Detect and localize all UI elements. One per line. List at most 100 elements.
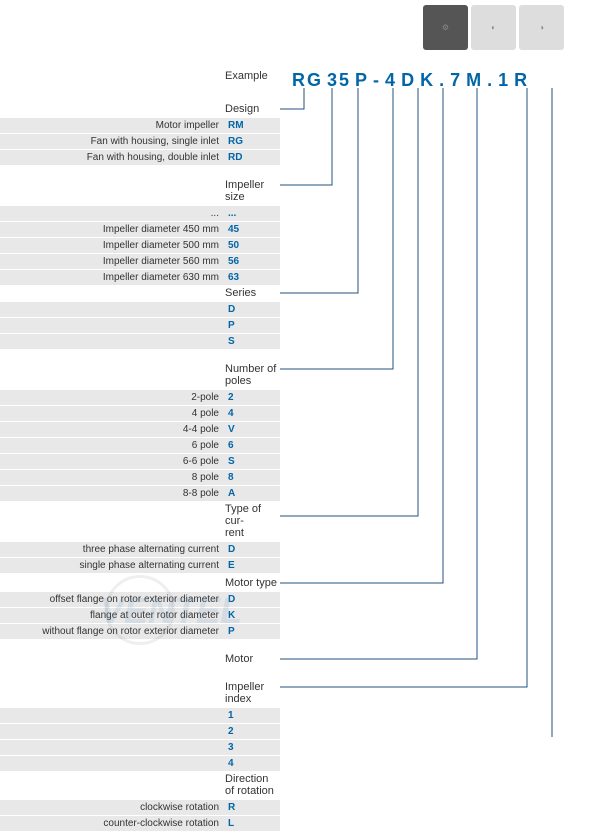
row-label: offset flange on rotor exterior diameter (0, 594, 225, 605)
row-label: Impeller diameter 500 mm (0, 240, 225, 251)
spec-row: counter-clockwise rotationL (0, 816, 280, 831)
fan-image-1: ⚙ (423, 5, 468, 50)
row-label: single phase alternating current (0, 560, 225, 571)
row-code: 6 (225, 440, 280, 451)
spec-row: single phase alternating currentE (0, 558, 280, 573)
row-code: A (225, 488, 280, 499)
spec-row: flange at outer rotor diameterK (0, 608, 280, 623)
spec-row: 8-8 poleA (0, 486, 280, 501)
code-dot1: . (439, 70, 446, 91)
spec-row: clockwise rotationR (0, 800, 280, 815)
spec-row: without flange on rotor exterior diamete… (0, 624, 280, 639)
row-code: P (225, 320, 280, 331)
example-label: Example (225, 70, 268, 82)
spec-row: three phase alternating currentD (0, 542, 280, 557)
code-series: P (355, 70, 369, 91)
section-1: Impeller size......Impeller diameter 450… (0, 176, 280, 286)
section-0: DesignMotor impellerRMFan with housing, … (0, 100, 280, 166)
row-label: 4 pole (0, 408, 225, 419)
spec-row: Impeller diameter 500 mm50 (0, 238, 280, 253)
section-header: Number of poles (0, 360, 280, 390)
section-header: Series (0, 284, 280, 302)
section-3: Number of poles2-pole24 pole44-4 poleV6 … (0, 360, 280, 502)
spec-row: Impeller diameter 450 mm45 (0, 222, 280, 237)
row-code: 45 (225, 224, 280, 235)
code-rotation: R (514, 70, 529, 91)
spec-row: 8 pole8 (0, 470, 280, 485)
row-label: clockwise rotation (0, 802, 225, 813)
spec-row: ...... (0, 206, 280, 221)
code-poles: 4 (385, 70, 397, 91)
row-code: P (225, 626, 280, 637)
spec-row: 4 pole4 (0, 406, 280, 421)
row-label: Fan with housing, single inlet (0, 136, 225, 147)
row-code: 8 (225, 472, 280, 483)
section-header: Design (0, 100, 280, 118)
section-header: Motor type (0, 574, 280, 592)
row-code: 63 (225, 272, 280, 283)
row-label: counter-clockwise rotation (0, 818, 225, 829)
row-label: flange at outer rotor diameter (0, 610, 225, 621)
row-label: 6-6 pole (0, 456, 225, 467)
spec-row: 1 (0, 708, 280, 723)
code-parts: RG 35 P - 4 D K . 7 M . 1 R (290, 70, 531, 91)
row-code: 2 (225, 392, 280, 403)
spec-row: 6-6 poleS (0, 454, 280, 469)
row-label: 8-8 pole (0, 488, 225, 499)
spec-row: Fan with housing, double inletRD (0, 150, 280, 165)
spec-row: 4-4 poleV (0, 422, 280, 437)
spec-row: S (0, 334, 280, 349)
code-motor-type: K (420, 70, 435, 91)
row-code: D (225, 594, 280, 605)
row-code: 4 (225, 758, 280, 769)
code-impeller-idx: 1 (498, 70, 510, 91)
spec-row: Impeller diameter 560 mm56 (0, 254, 280, 269)
row-label: Impeller diameter 560 mm (0, 256, 225, 267)
row-label: 8 pole (0, 472, 225, 483)
row-code: V (225, 424, 280, 435)
spec-row: 6 pole6 (0, 438, 280, 453)
row-code: 50 (225, 240, 280, 251)
section-header: Type of cur- rent (0, 500, 280, 542)
section-header: Direction of rotation (0, 770, 280, 800)
row-label: 4-4 pole (0, 424, 225, 435)
row-code: D (225, 304, 280, 315)
row-code: ... (225, 208, 280, 219)
spec-row: Impeller diameter 630 mm63 (0, 270, 280, 285)
row-code: RM (225, 120, 280, 131)
section-7: Impeller index 1 2 3 4 (0, 678, 280, 772)
code-size: 35 (327, 70, 351, 91)
row-code: L (225, 818, 280, 829)
row-code: 3 (225, 742, 280, 753)
row-code: 1 (225, 710, 280, 721)
product-images: ⚙ ◐ ◑ (423, 5, 564, 50)
row-code: RD (225, 152, 280, 163)
row-label: Impeller diameter 630 mm (0, 272, 225, 283)
section-6: Motor (0, 650, 280, 668)
fan-image-3: ◑ (519, 5, 564, 50)
code-dash: - (373, 70, 381, 91)
section-header: Impeller index (0, 678, 280, 708)
code-dot2: . (487, 70, 494, 91)
row-label: Fan with housing, double inlet (0, 152, 225, 163)
row-label: ... (0, 208, 225, 219)
section-4: Type of cur- rentthree phase alternating… (0, 500, 280, 574)
row-code: S (225, 456, 280, 467)
code-impeller-letter: M (466, 70, 483, 91)
section-5: Motor typeoffset flange on rotor exterio… (0, 574, 280, 640)
spec-row: P (0, 318, 280, 333)
spec-row: 3 (0, 740, 280, 755)
row-code: R (225, 802, 280, 813)
row-code: 2 (225, 726, 280, 737)
section-2: Series DPS (0, 284, 280, 350)
code-motor: 7 (450, 70, 462, 91)
row-code: 56 (225, 256, 280, 267)
spec-row: D (0, 302, 280, 317)
spec-row: 4 (0, 756, 280, 771)
spec-row: Fan with housing, single inletRG (0, 134, 280, 149)
spec-row: offset flange on rotor exterior diameter… (0, 592, 280, 607)
section-header: Impeller size (0, 176, 280, 206)
row-label: 2-pole (0, 392, 225, 403)
row-code: E (225, 560, 280, 571)
row-code: S (225, 336, 280, 347)
